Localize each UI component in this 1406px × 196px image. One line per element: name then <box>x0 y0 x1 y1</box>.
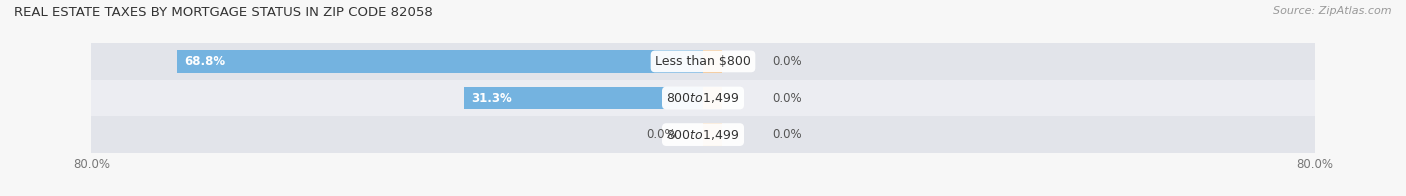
Bar <box>177 50 703 73</box>
Bar <box>464 87 703 109</box>
Bar <box>703 123 723 146</box>
Bar <box>91 116 1315 153</box>
Text: $800 to $1,499: $800 to $1,499 <box>666 91 740 105</box>
Text: $800 to $1,499: $800 to $1,499 <box>666 128 740 142</box>
Text: 0.0%: 0.0% <box>772 55 801 68</box>
Legend: Without Mortgage, With Mortgage: Without Mortgage, With Mortgage <box>568 192 838 196</box>
Text: 31.3%: 31.3% <box>471 92 512 104</box>
Bar <box>91 43 1315 80</box>
Text: 0.0%: 0.0% <box>647 128 676 141</box>
Text: Less than $800: Less than $800 <box>655 55 751 68</box>
Text: 68.8%: 68.8% <box>184 55 226 68</box>
Bar <box>91 80 1315 116</box>
Bar <box>703 87 723 109</box>
Text: REAL ESTATE TAXES BY MORTGAGE STATUS IN ZIP CODE 82058: REAL ESTATE TAXES BY MORTGAGE STATUS IN … <box>14 6 433 19</box>
Text: Source: ZipAtlas.com: Source: ZipAtlas.com <box>1274 6 1392 16</box>
Bar <box>703 50 723 73</box>
Text: 0.0%: 0.0% <box>772 128 801 141</box>
Text: 0.0%: 0.0% <box>772 92 801 104</box>
